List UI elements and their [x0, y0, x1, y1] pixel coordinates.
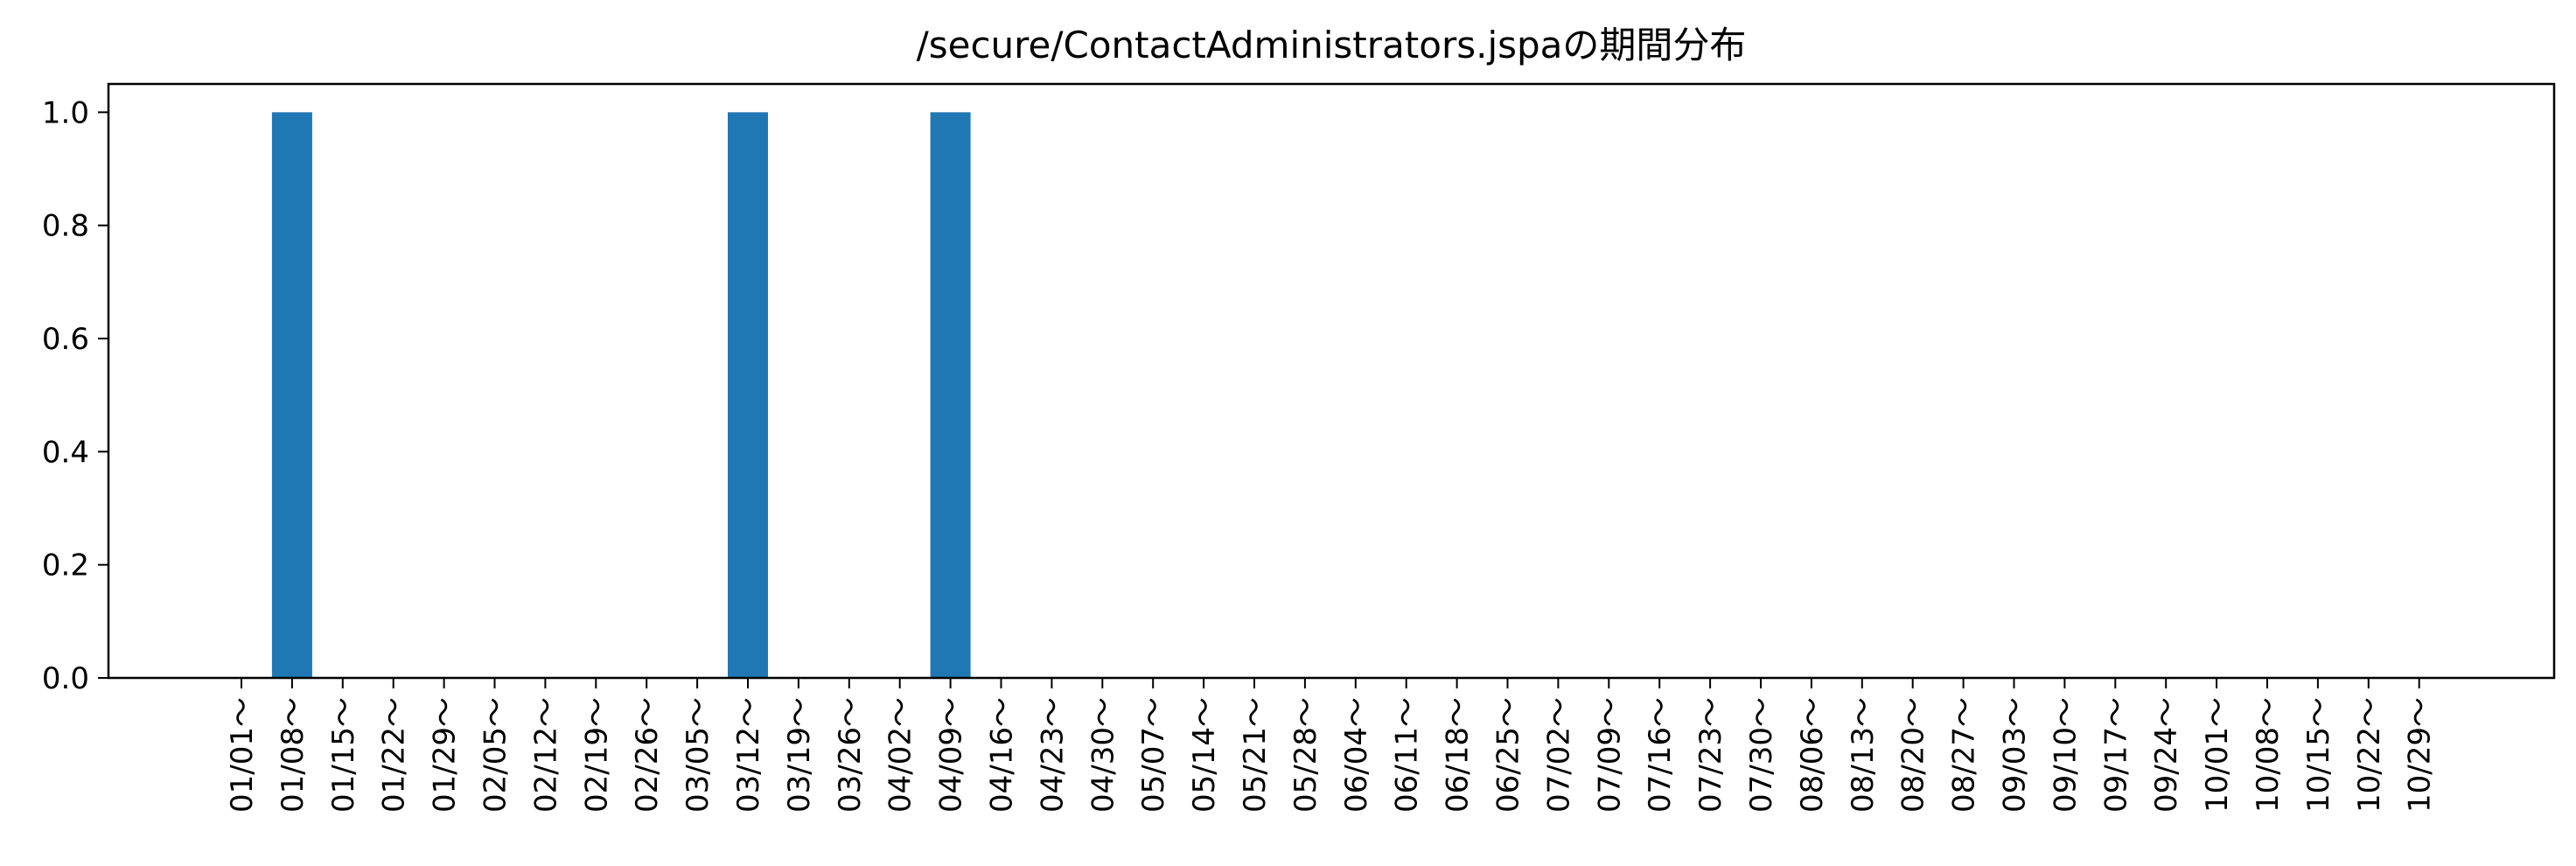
bar-14 — [930, 112, 971, 679]
x-tick-label: 09/03～ — [1998, 697, 2033, 813]
x-tick-label: 08/27～ — [1947, 697, 1982, 813]
x-tick-label: 04/16～ — [985, 697, 1020, 813]
chart-title: /secure/ContactAdministrators.jspaの期間分布 — [916, 24, 1747, 66]
x-tick-label: 02/12～ — [528, 697, 563, 813]
x-tick-label: 10/01～ — [2200, 697, 2235, 813]
x-tick-label: 05/07～ — [1136, 697, 1171, 813]
x-tick-label: 10/08～ — [2251, 697, 2286, 813]
x-tick-label: 03/26～ — [833, 697, 868, 813]
x-tick-label: 05/14～ — [1187, 697, 1222, 813]
x-tick-label: 04/02～ — [883, 697, 918, 813]
x-tick-label: 01/29～ — [428, 697, 463, 813]
x-tick-label: 10/29～ — [2403, 697, 2438, 813]
x-tick-label: 07/16～ — [1643, 697, 1678, 813]
x-tick-label: 01/22～ — [377, 697, 412, 813]
x-tick-label: 09/24～ — [2149, 697, 2184, 813]
x-tick-label: 06/11～ — [1390, 697, 1425, 813]
x-tick-label: 07/23～ — [1693, 697, 1728, 813]
y-tick-label: 1.0 — [42, 95, 89, 130]
y-tick-label: 0.6 — [42, 322, 89, 357]
x-tick-label: 07/09～ — [1592, 697, 1627, 813]
x-tick-label: 06/25～ — [1491, 697, 1526, 813]
x-tick-label: 04/09～ — [934, 697, 969, 813]
plot-frame — [107, 82, 2556, 680]
x-tick-label: 03/12～ — [731, 697, 766, 813]
x-tick-label: 04/30～ — [1086, 697, 1120, 813]
x-tick-label: 08/20～ — [1896, 697, 1931, 813]
y-tick-label: 0.0 — [42, 661, 89, 696]
x-tick-label: 10/22～ — [2352, 697, 2387, 813]
bar-10 — [728, 112, 768, 679]
x-tick-label: 03/05～ — [681, 697, 716, 813]
x-tick-label: 02/19～ — [579, 697, 614, 813]
x-tick-label: 05/28～ — [1288, 697, 1323, 813]
bar-1 — [271, 112, 312, 679]
x-tick-label: 01/15～ — [326, 697, 361, 813]
x-tick-label: 08/13～ — [1846, 697, 1881, 813]
x-tick-label: 01/01～ — [225, 697, 260, 813]
x-tick-label: 09/17～ — [2098, 697, 2133, 813]
y-tick-label: 0.4 — [42, 435, 89, 470]
x-tick-label: 06/04～ — [1339, 697, 1374, 813]
y-tick-label: 0.8 — [42, 209, 89, 244]
x-tick-label: 05/21～ — [1238, 697, 1273, 813]
x-tick-label: 06/18～ — [1441, 697, 1476, 813]
x-tick-label: 01/08～ — [276, 697, 311, 813]
x-tick-label: 07/30～ — [1744, 697, 1779, 813]
y-tick-label: 0.2 — [42, 548, 89, 583]
x-tick-label: 04/23～ — [1035, 697, 1070, 813]
x-tick-label: 02/26～ — [630, 697, 665, 813]
x-tick-label: 08/06～ — [1795, 697, 1830, 813]
x-tick-label: 02/05～ — [478, 697, 513, 813]
x-tick-label: 07/02～ — [1541, 697, 1576, 813]
x-tick-label: 10/15～ — [2301, 697, 2336, 813]
x-tick-label: 03/19～ — [782, 697, 817, 813]
x-tick-label: 09/10～ — [2048, 697, 2083, 813]
